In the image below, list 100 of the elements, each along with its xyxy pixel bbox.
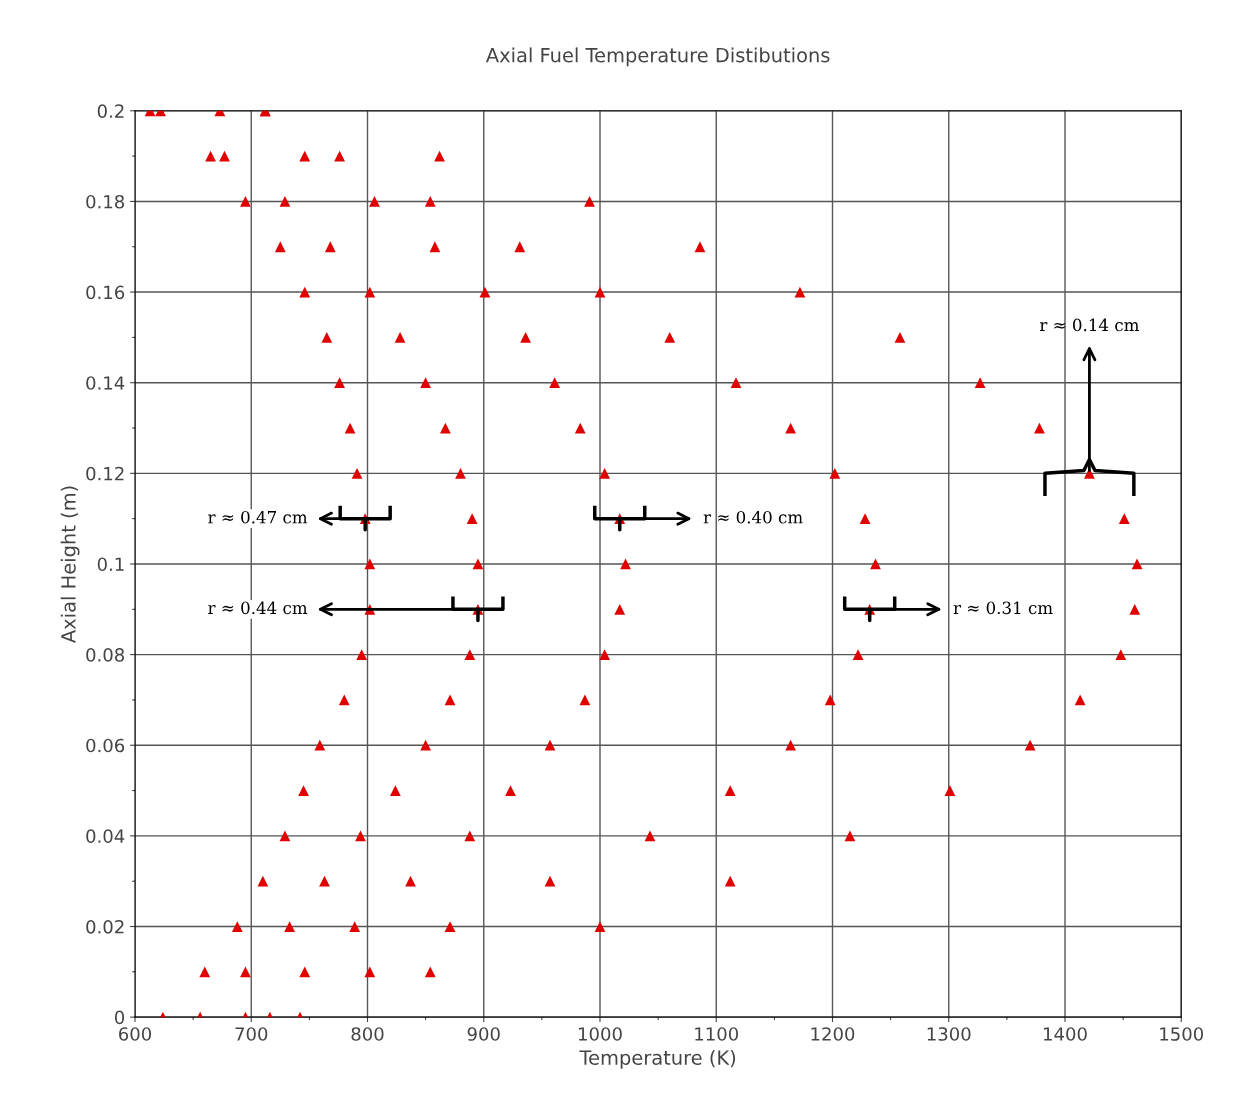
point [472, 558, 484, 570]
point [299, 150, 311, 162]
x-tick-label: 1400 [1044, 1027, 1087, 1041]
point [299, 966, 311, 978]
point [1074, 694, 1086, 706]
chart-title: Axial Fuel Temperature Distibutions [485, 47, 830, 67]
point [199, 966, 211, 978]
point [694, 241, 706, 253]
point [274, 241, 286, 253]
point [785, 422, 797, 434]
point [319, 875, 330, 887]
point [974, 377, 986, 389]
y-tick-label: 0.02 [86, 919, 124, 934]
x-tick-label: 1100 [695, 1027, 739, 1041]
point [257, 875, 269, 887]
point [355, 830, 366, 842]
point [424, 966, 436, 978]
point [420, 739, 431, 751]
point [394, 332, 406, 343]
point [364, 286, 376, 298]
point [664, 332, 676, 343]
point [894, 332, 906, 343]
point [349, 921, 361, 932]
point [1115, 649, 1127, 660]
point [279, 830, 291, 842]
x-tick-label: 800 [351, 1027, 384, 1041]
point [1024, 739, 1036, 751]
annotation: r ≈ 0.31 cm [953, 601, 1053, 615]
point [724, 875, 736, 887]
y-tick-label: 0.14 [86, 376, 125, 390]
point [514, 241, 526, 253]
y-tick-label: 0.08 [86, 648, 125, 662]
point [466, 513, 478, 525]
y-tick-label: 0.04 [86, 829, 125, 843]
x-tick-label: 900 [467, 1027, 500, 1041]
x-tick-label: 700 [235, 1027, 268, 1041]
x-tick-label: 1500 [1160, 1027, 1204, 1041]
point [455, 467, 466, 479]
point [299, 286, 311, 298]
annotation: r ≈ 0.14 cm [1039, 318, 1139, 332]
point [334, 377, 345, 389]
point [444, 921, 456, 932]
y-tick-label: 0.06 [86, 738, 125, 753]
point [420, 377, 431, 389]
point [364, 558, 376, 570]
y-tick-label: 0.1 [97, 557, 124, 572]
point [944, 785, 956, 796]
point [844, 830, 856, 842]
point [859, 513, 871, 525]
point [240, 196, 251, 207]
point [544, 739, 556, 751]
point [824, 694, 836, 706]
point [829, 467, 841, 479]
point [321, 332, 333, 343]
point [594, 921, 606, 932]
point [1118, 513, 1130, 525]
point [599, 649, 611, 660]
point [390, 785, 401, 796]
point [520, 332, 531, 343]
x-tick-label: 600 [119, 1027, 152, 1041]
annotation: r ≈ 0.40 cm [703, 510, 803, 524]
point [284, 921, 295, 932]
point [785, 739, 797, 751]
y-tick-label: 0 [114, 1010, 125, 1025]
point [338, 694, 350, 706]
point [584, 196, 595, 207]
point [424, 196, 436, 207]
point [730, 377, 742, 389]
point [579, 694, 591, 706]
x-tick-label: 1200 [811, 1027, 855, 1041]
point [464, 649, 476, 660]
point [314, 739, 326, 751]
point [464, 830, 476, 842]
x-tick-label: 1000 [579, 1027, 622, 1041]
y-tick-label: 0.18 [86, 194, 125, 209]
point [644, 830, 656, 842]
annotation: r ≈ 0.44 cm [208, 601, 308, 615]
point [324, 241, 336, 253]
point [549, 377, 561, 389]
point [440, 422, 451, 434]
point [240, 966, 251, 978]
y-tick-label: 0.12 [86, 466, 124, 481]
y-axis-title: Axial Height (m) [60, 486, 80, 643]
y-tick-label: 0.2 [97, 104, 124, 118]
point [351, 467, 363, 479]
point [599, 467, 611, 479]
point [369, 196, 380, 207]
point [1131, 558, 1143, 570]
point [852, 649, 864, 660]
point [1129, 603, 1141, 615]
point [614, 603, 626, 615]
x-tick-label: 1300 [927, 1027, 971, 1041]
point [364, 966, 376, 978]
y-tick-label: 0.16 [86, 285, 125, 300]
annotation: r ≈ 0.47 cm [208, 510, 308, 524]
point [620, 558, 631, 570]
point [505, 785, 516, 796]
point [298, 785, 309, 796]
point [724, 785, 736, 796]
point [279, 196, 291, 207]
